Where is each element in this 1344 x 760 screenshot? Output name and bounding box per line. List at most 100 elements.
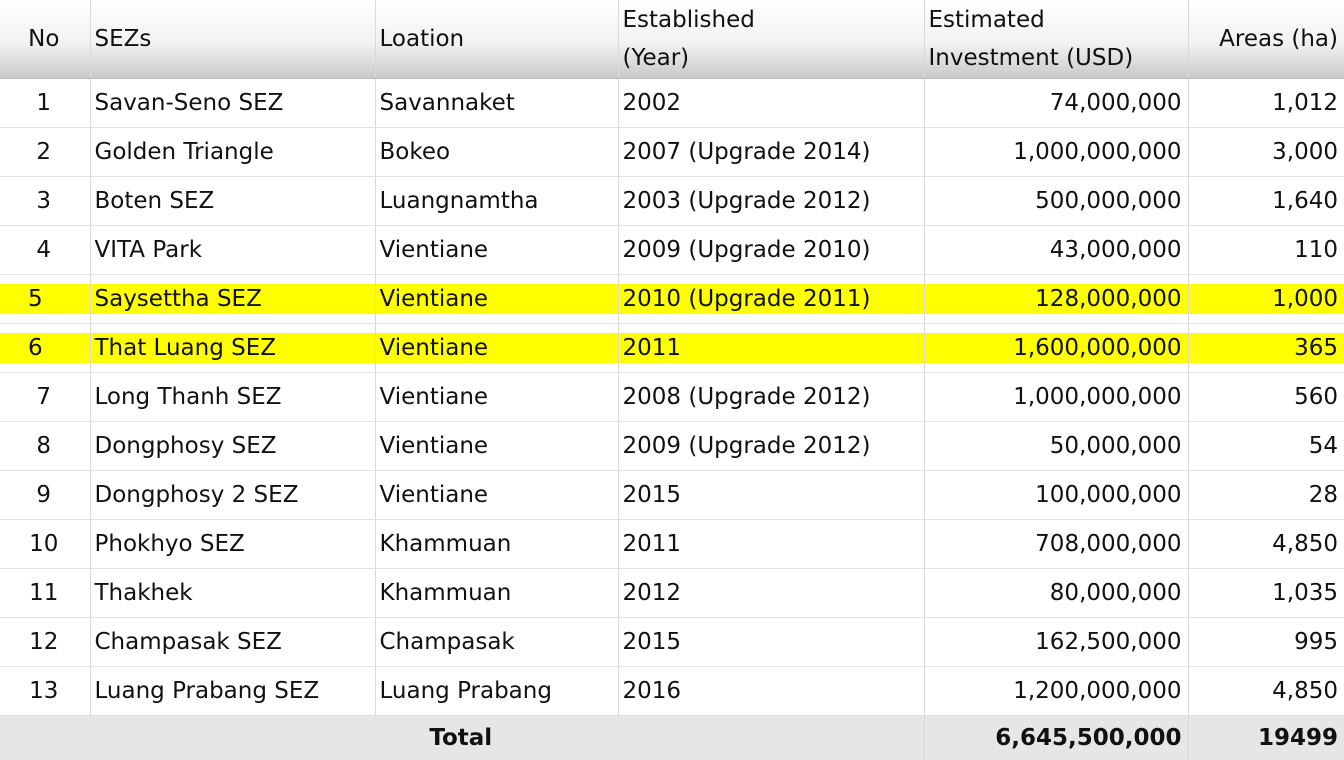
cell-no: 3 [0, 177, 90, 226]
cell-area: 4,850 [1188, 667, 1344, 716]
cell-location: Vientiane [375, 324, 618, 373]
cell-sez: Dongphosy 2 SEZ [90, 471, 375, 520]
header-established-line2: (Year) [623, 39, 918, 77]
header-investment-line1: Estimated [929, 1, 1182, 39]
cell-sez: That Luang SEZ [90, 324, 375, 373]
table-header: No SEZs Loation Established (Year) Estim… [0, 0, 1344, 79]
cell-established: 2011 [618, 324, 924, 373]
cell-established: 2015 [618, 471, 924, 520]
cell-established: 2010 (Upgrade 2011) [618, 275, 924, 324]
cell-no: 7 [0, 373, 90, 422]
highlight-mark: 1,000 [1189, 284, 1344, 314]
cell-area: 365 [1188, 324, 1344, 373]
cell-no: 1 [0, 79, 90, 128]
cell-area: 560 [1188, 373, 1344, 422]
cell-established: 2008 (Upgrade 2012) [618, 373, 924, 422]
cell-no: 9 [0, 471, 90, 520]
cell-no: 6 [0, 324, 90, 373]
cell-established: 2002 [618, 79, 924, 128]
highlight-mark: That Luang SEZ [91, 333, 375, 363]
cell-location: Khammuan [375, 569, 618, 618]
cell-area: 1,000 [1188, 275, 1344, 324]
highlight-mark: 6 [0, 333, 90, 363]
cell-no: 2 [0, 128, 90, 177]
cell-location: Vientiane [375, 275, 618, 324]
cell-sez: Golden Triangle [90, 128, 375, 177]
cell-location: Champasak [375, 618, 618, 667]
cell-investment: 500,000,000 [924, 177, 1188, 226]
cell-sez: Dongphosy SEZ [90, 422, 375, 471]
highlight-mark: Vientiane [376, 284, 618, 314]
cell-no: 8 [0, 422, 90, 471]
header-established-line1: Established [623, 1, 918, 39]
cell-location: Luangnamtha [375, 177, 618, 226]
cell-location: Vientiane [375, 422, 618, 471]
cell-sez: Luang Prabang SEZ [90, 667, 375, 716]
cell-investment: 1,000,000,000 [924, 373, 1188, 422]
cell-established: 2009 (Upgrade 2012) [618, 422, 924, 471]
cell-area: 995 [1188, 618, 1344, 667]
header-investment-line2: Investment (USD) [929, 39, 1182, 77]
highlight-mark: Saysettha SEZ [91, 284, 375, 314]
cell-area: 3,000 [1188, 128, 1344, 177]
cell-no: 13 [0, 667, 90, 716]
cell-investment: 1,600,000,000 [924, 324, 1188, 373]
cell-sez: Boten SEZ [90, 177, 375, 226]
cell-investment: 74,000,000 [924, 79, 1188, 128]
cell-sez: Long Thanh SEZ [90, 373, 375, 422]
cell-established: 2007 (Upgrade 2014) [618, 128, 924, 177]
cell-location: Vientiane [375, 471, 618, 520]
cell-area: 1,012 [1188, 79, 1344, 128]
header-row: No SEZs Loation Established (Year) Estim… [0, 0, 1344, 79]
cell-investment: 1,000,000,000 [924, 128, 1188, 177]
highlight-mark: 1,600,000,000 [925, 333, 1188, 363]
cell-area: 1,640 [1188, 177, 1344, 226]
cell-established: 2015 [618, 618, 924, 667]
cell-location: Vientiane [375, 226, 618, 275]
header-sezs: SEZs [90, 0, 375, 79]
cell-sez: Saysettha SEZ [90, 275, 375, 324]
table-footer: Total 6,645,500,000 19499 [0, 716, 1344, 760]
cell-area: 54 [1188, 422, 1344, 471]
highlight-mark: 2011 [619, 333, 924, 363]
total-label: Total [0, 716, 924, 760]
cell-no: 12 [0, 618, 90, 667]
cell-established: 2012 [618, 569, 924, 618]
highlight-mark: 2010 (Upgrade 2011) [619, 284, 924, 314]
cell-sez: Thakhek [90, 569, 375, 618]
header-areas: Areas (ha) [1188, 0, 1344, 79]
cell-sez: Phokhyo SEZ [90, 520, 375, 569]
highlight-mark: 128,000,000 [925, 284, 1188, 314]
highlight-mark: 5 [0, 284, 90, 314]
highlight-mark: 365 [1189, 333, 1344, 363]
cell-no: 5 [0, 275, 90, 324]
cell-location: Bokeo [375, 128, 618, 177]
cell-established: 2016 [618, 667, 924, 716]
cell-no: 4 [0, 226, 90, 275]
cell-investment: 100,000,000 [924, 471, 1188, 520]
cell-area: 4,850 [1188, 520, 1344, 569]
cell-sez: Savan-Seno SEZ [90, 79, 375, 128]
header-location: Loation [375, 0, 618, 79]
cell-location: Luang Prabang [375, 667, 618, 716]
cell-investment: 50,000,000 [924, 422, 1188, 471]
cell-sez: VITA Park [90, 226, 375, 275]
cell-investment: 80,000,000 [924, 569, 1188, 618]
header-established: Established (Year) [618, 0, 924, 79]
cell-established: 2003 (Upgrade 2012) [618, 177, 924, 226]
cell-sez: Champasak SEZ [90, 618, 375, 667]
cell-area: 28 [1188, 471, 1344, 520]
total-investment: 6,645,500,000 [924, 716, 1188, 760]
header-no: No [0, 0, 90, 79]
